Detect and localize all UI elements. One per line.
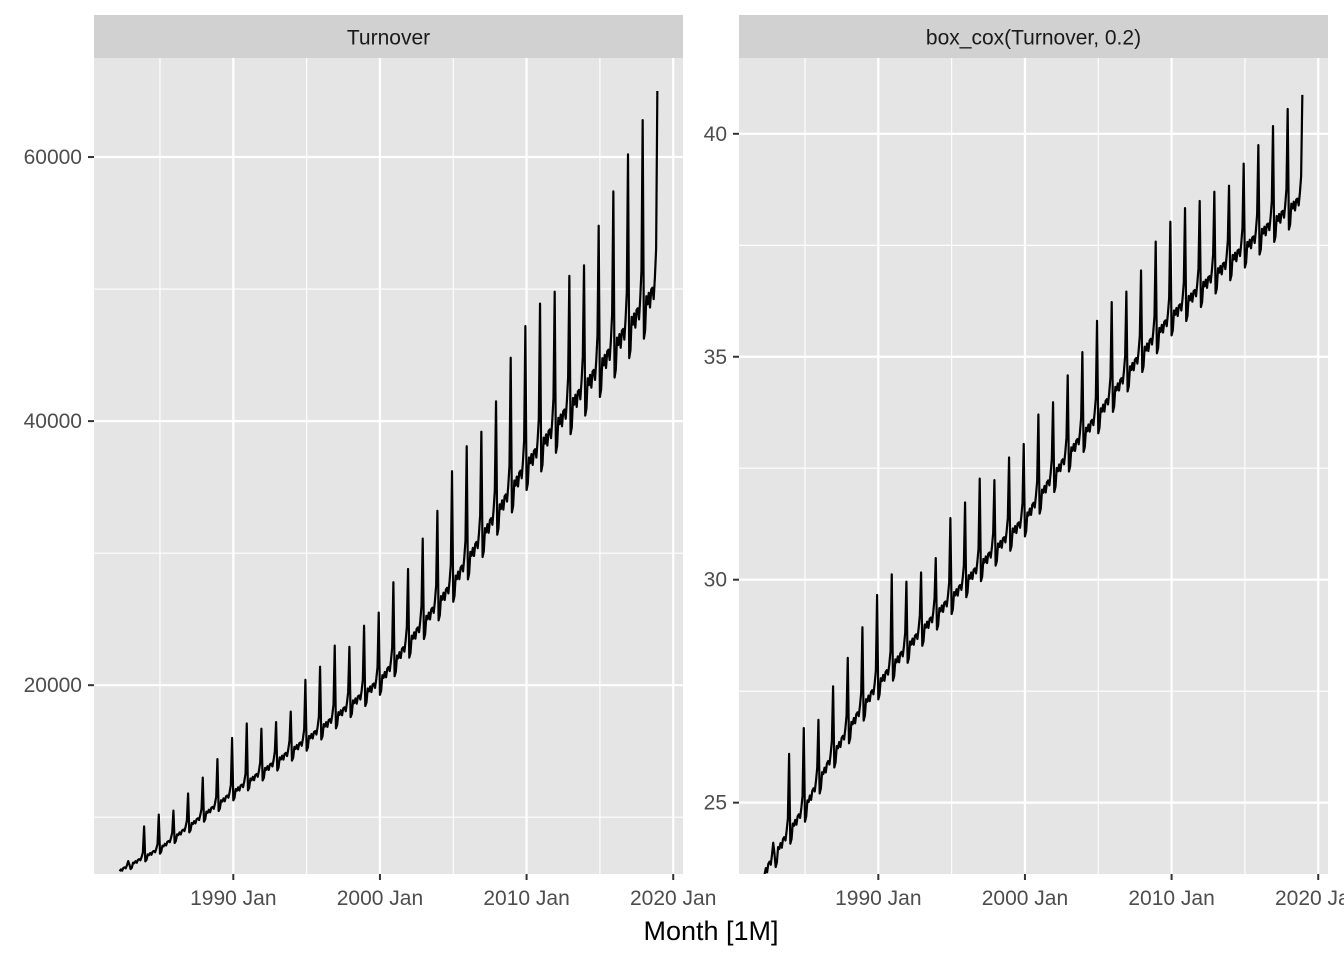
x-tick-label: 2000 Jan [337,887,423,910]
x-tick-label: 2010 Jan [1128,887,1214,910]
y-tick-label: 40 [704,123,727,146]
plot-background [739,58,1328,874]
y-tick-label: 30 [704,569,727,592]
y-tick-label: 35 [704,346,727,369]
x-tick-label: 1990 Jan [835,887,921,910]
y-tick-label: 25 [704,792,727,815]
facet-strip [94,15,683,58]
x-tick-label: 2010 Jan [483,887,569,910]
facet-strip-label: Turnover [347,27,430,50]
x-tick-label: 2020 Jan [1275,887,1344,910]
plot-background [94,58,683,874]
x-tick-label: 1990 Jan [190,887,276,910]
x-axis-title: Month [1M] [643,916,778,946]
facet-strip-label: box_cox(Turnover, 0.2) [926,27,1141,50]
y-tick-label: 20000 [24,674,82,697]
y-tick-label: 40000 [24,410,82,433]
facet-strip [739,15,1328,58]
panel-1: Turnover 1990 Jan 2000 Jan 2010 Jan 2020 Jan… [24,15,716,910]
series-line [118,91,659,872]
x-tick-label: 2000 Jan [982,887,1068,910]
x-tick-label: 2020 Jan [630,887,716,910]
y-tick-label: 60000 [24,146,82,169]
panel-2: box_cox(Turnover, 0.2) 1990 Jan 2000 Jan 20… [704,15,1344,910]
series-line [763,94,1304,874]
